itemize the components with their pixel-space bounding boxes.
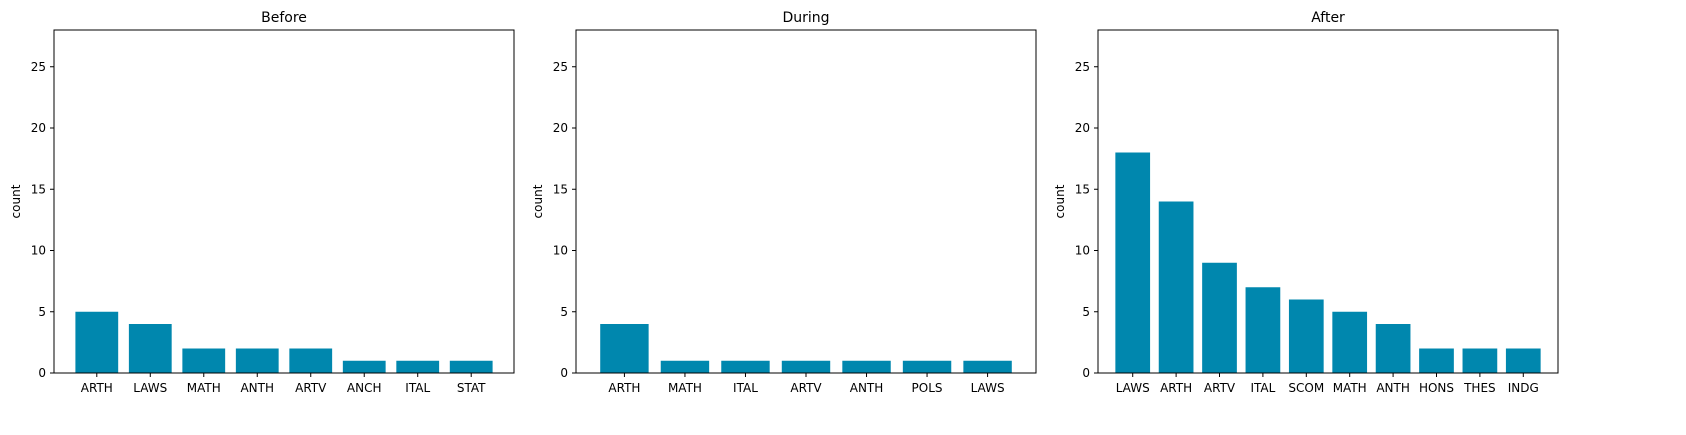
x-tick-label: MATH	[668, 381, 702, 395]
y-axis-label: count	[9, 184, 23, 218]
bar-math	[182, 348, 226, 373]
x-tick-label: ITAL	[733, 381, 758, 395]
y-tick-label: 5	[38, 305, 46, 319]
y-tick-label: 25	[553, 60, 568, 74]
bar-pols	[902, 360, 952, 373]
bar-artv	[289, 348, 333, 373]
bar-laws	[1115, 152, 1151, 373]
bar-anch	[342, 360, 386, 373]
bar-indg	[1505, 348, 1541, 373]
x-tick-label: ANCH	[347, 381, 382, 395]
x-tick-label: ITAL	[405, 381, 430, 395]
y-tick-label: 20	[553, 121, 568, 135]
y-tick-label: 15	[1075, 182, 1090, 196]
x-tick-label: INDG	[1508, 381, 1539, 395]
y-tick-label: 15	[31, 182, 46, 196]
y-tick-label: 10	[553, 244, 568, 258]
y-tick-label: 0	[38, 366, 46, 380]
y-tick-label: 10	[1075, 244, 1090, 258]
y-tick-label: 25	[31, 60, 46, 74]
chart-title: After	[1311, 10, 1345, 26]
bar-laws	[128, 324, 172, 373]
x-tick-label: ANTH	[1376, 381, 1410, 395]
bar-laws	[963, 360, 1012, 373]
axes-frame	[575, 29, 1037, 374]
bar-ital	[721, 360, 770, 373]
axes-frame	[1097, 29, 1559, 374]
x-tick-label: ARTV	[295, 381, 327, 395]
y-axis-label: count	[531, 184, 545, 218]
x-tick-label: ANTH	[850, 381, 884, 395]
bar-anth	[1375, 324, 1411, 373]
x-tick-label: LAWS	[133, 381, 167, 395]
x-tick-label: ANTH	[240, 381, 274, 395]
bar-scom	[1288, 299, 1324, 373]
x-tick-label: POLS	[912, 381, 943, 395]
y-tick-label: 0	[1082, 366, 1090, 380]
x-tick-label: MATH	[187, 381, 221, 395]
x-tick-label: ARTH	[81, 381, 113, 395]
chart-panel-3: LAWS ARTH ARTV ITAL SCOM MATH ANTH HONS THES INDG…	[1053, 10, 1559, 395]
bar-arth	[600, 324, 649, 373]
bar-hons	[1419, 348, 1454, 373]
x-tick-label: ARTH	[608, 381, 640, 395]
bar-stat	[449, 360, 493, 373]
x-tick-label: STAT	[457, 381, 486, 395]
bar-ital	[1245, 287, 1281, 373]
axes-frame	[53, 29, 515, 374]
x-tick-label: LAWS	[1116, 381, 1150, 395]
bar-anth	[235, 348, 279, 373]
chart-panel-2: ARTH MATH ITAL ARTV ANTH POLS LAWS 0 5 10 15 20 25 Du…	[531, 10, 1037, 395]
y-tick-label: 20	[1075, 121, 1090, 135]
y-tick-label: 15	[553, 182, 568, 196]
bar-math	[660, 360, 710, 373]
x-tick-label: MATH	[1333, 381, 1367, 395]
x-tick-label: THES	[1463, 381, 1496, 395]
bar-artv	[1202, 262, 1237, 373]
x-tick-label: HONS	[1419, 381, 1454, 395]
bar-arth	[1158, 201, 1194, 373]
bar-artv	[781, 360, 831, 373]
y-tick-label: 0	[560, 366, 568, 380]
chart-title: During	[782, 10, 829, 26]
y-axis-label: count	[1053, 184, 1067, 218]
x-tick-label: ARTV	[790, 381, 822, 395]
y-tick-label: 5	[1082, 305, 1090, 319]
bar-thes	[1462, 348, 1498, 373]
y-tick-label: 20	[31, 121, 46, 135]
x-tick-label: ITAL	[1250, 381, 1275, 395]
chart-panel-1: ARTH LAWS MATH ANTH ARTV ANCH ITAL STAT 0 5 10 15 20…	[9, 10, 515, 395]
y-tick-label: 25	[1075, 60, 1090, 74]
x-tick-label: ARTV	[1204, 381, 1236, 395]
x-tick-label: SCOM	[1288, 381, 1324, 395]
chart-title: Before	[261, 10, 307, 26]
x-tick-label: LAWS	[971, 381, 1005, 395]
y-tick-label: 5	[560, 305, 568, 319]
bar-anth	[842, 360, 891, 373]
y-tick-label: 10	[31, 244, 46, 258]
x-tick-label: ARTH	[1160, 381, 1192, 395]
bar-arth	[75, 311, 119, 373]
bar-math	[1332, 311, 1368, 373]
bar-ital	[396, 360, 440, 373]
